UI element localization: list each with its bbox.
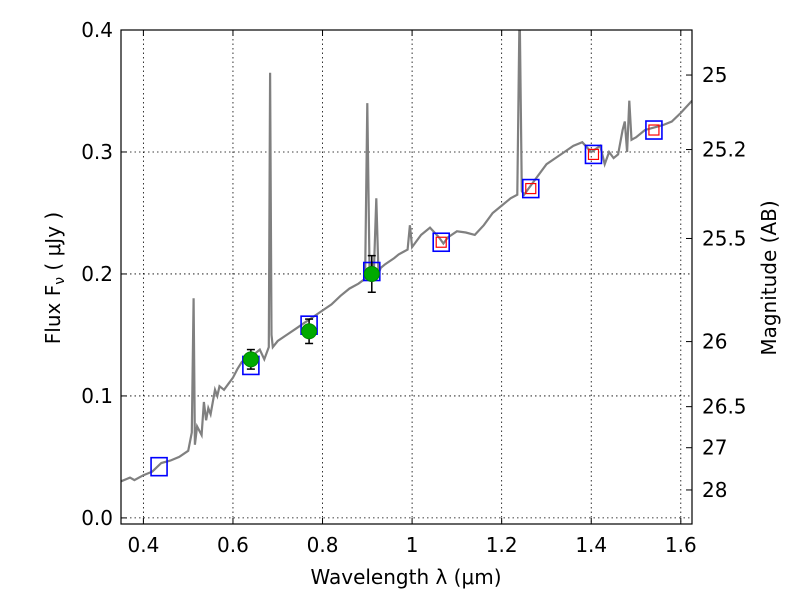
y-tick-label: 0.1 — [81, 384, 113, 408]
x-tick-label: 1.2 — [486, 533, 518, 557]
spectrum-line — [121, 30, 692, 483]
right-tick-label: 25.2 — [702, 138, 747, 162]
x-tick-label: 1 — [406, 533, 419, 557]
model-square-red — [648, 124, 660, 136]
y-axis-label-subscript: ν — [52, 277, 68, 285]
y-axis-label-unit: ( μJy ) — [41, 212, 65, 277]
y-tick-label: 0.2 — [81, 262, 113, 286]
axis-ticks: 0.4 0.6 0.8 1 1.2 1.4 1.6 0.0 0.1 0.2 0.3 0.4 25 25.2… — [81, 18, 746, 557]
x-tick-label: 0.6 — [217, 533, 249, 557]
x-tick-label: 1.4 — [575, 533, 607, 557]
grid-lines — [121, 29, 692, 524]
model-square-blue — [645, 120, 663, 140]
y-tick-label: 0.4 — [81, 18, 113, 42]
y-axis-label: Flux Fν ( μJy ) — [41, 212, 68, 344]
right-axis-label: Magnitude (AB) — [757, 200, 781, 355]
observed-point — [301, 323, 318, 340]
observed-point — [242, 351, 259, 368]
model-square-blue — [432, 232, 451, 253]
x-tick-label: 1.6 — [665, 533, 697, 557]
plot-area — [121, 30, 692, 483]
y-tick-label: 0.0 — [81, 506, 113, 530]
y-tick-label: 0.3 — [81, 140, 113, 164]
x-axis-label: Wavelength λ (μm) — [310, 565, 501, 589]
y-axis-label-main: Flux F — [41, 285, 65, 344]
right-tick-label: 25 — [702, 63, 727, 87]
right-tick-label: 25.5 — [702, 226, 747, 250]
x-tick-label: 0.8 — [307, 533, 339, 557]
model-square-red — [525, 182, 537, 195]
right-tick-label: 26 — [702, 330, 727, 354]
plot-frame — [120, 29, 693, 525]
model-square-red — [587, 148, 600, 161]
model-square-blue — [150, 456, 168, 477]
model-square-red — [435, 236, 447, 248]
model-square-blue — [521, 178, 540, 199]
right-tick-label: 28 — [702, 478, 727, 502]
model-square-blue — [584, 144, 603, 165]
observed-point — [363, 265, 380, 282]
right-tick-label: 27 — [702, 436, 727, 460]
x-tick-label: 0.4 — [127, 533, 159, 557]
right-tick-label: 26.5 — [702, 395, 747, 419]
